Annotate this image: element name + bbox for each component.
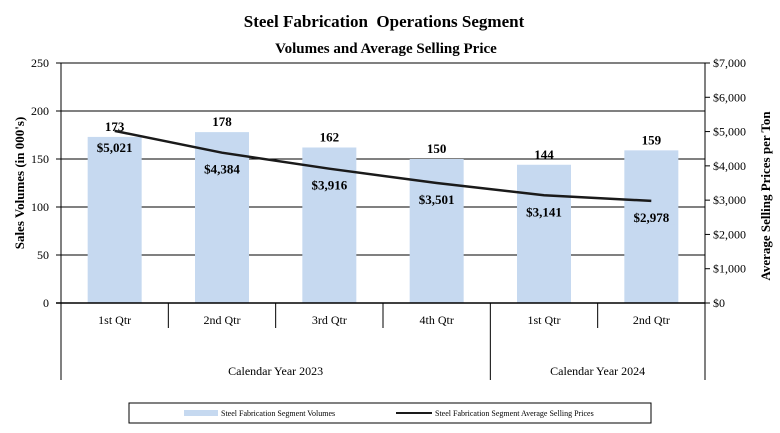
right-axis-title: Average Selling Prices per Ton — [758, 111, 773, 281]
legend-volume-swatch — [184, 410, 218, 416]
legend-box — [128, 402, 652, 424]
volume-bars — [87, 132, 679, 303]
category-label: 4th Qtr — [419, 313, 453, 327]
category-label: 3rd Qtr — [312, 313, 347, 327]
right-tick-label: $6,000 — [713, 90, 746, 104]
group-label: Calendar Year 2024 — [550, 364, 645, 378]
left-axis-ticks: 0 50 100 150 200 250 — [31, 56, 61, 310]
right-tick-label: $0 — [713, 296, 725, 310]
price-data-label: $4,384 — [204, 162, 240, 177]
price-data-label: $2,978 — [633, 210, 669, 225]
right-tick-label: $2,000 — [713, 227, 746, 241]
left-tick-label: 150 — [31, 152, 49, 166]
chart-subtitle: Volumes and Average Selling Price — [275, 41, 497, 57]
right-tick-label: $7,000 — [713, 56, 746, 70]
volume-bar — [195, 132, 249, 303]
volume-data-label: 150 — [427, 141, 447, 156]
volume-data-label: 144 — [534, 147, 554, 162]
price-line — [114, 129, 652, 203]
price-data-label: $3,501 — [419, 192, 455, 207]
volume-bar — [624, 150, 679, 303]
plot-frame — [56, 62, 706, 304]
price-label-backing — [413, 191, 460, 207]
price-series-line — [114, 129, 652, 203]
right-tick-label: $3,000 — [713, 193, 746, 207]
volume-bar — [87, 136, 142, 303]
left-tick-label: 100 — [31, 200, 49, 214]
price-label-backing — [628, 209, 675, 225]
price-label-backing — [198, 161, 246, 177]
legend-price-label: Steel Fabrication Segment Average Sellin… — [435, 409, 594, 418]
price-data-label: $3,916 — [311, 178, 347, 193]
right-axis-ticks: $0 $1,000 $2,000 $3,000 $4,000 $5,000 $6,000 $7… — [705, 56, 746, 310]
legend-volume-label: Steel Fabrication Segment Volumes — [221, 409, 335, 418]
right-tick-label: $4,000 — [713, 159, 746, 173]
right-tick-label: $5,000 — [713, 125, 746, 139]
group-label: Calendar Year 2023 — [228, 364, 323, 378]
left-tick-label: 200 — [31, 104, 49, 118]
volume-data-label: 173 — [105, 119, 125, 134]
gridlines — [61, 110, 705, 256]
volume-data-label: 178 — [212, 114, 232, 129]
price-data-label: $5,021 — [97, 140, 133, 155]
volume-bar — [302, 147, 357, 303]
price-label-backing — [520, 204, 568, 220]
price-label-backing — [91, 139, 138, 155]
volume-data-label: 162 — [320, 129, 340, 144]
volume-bar — [517, 164, 571, 303]
volume-data-label: 159 — [642, 132, 662, 147]
left-tick-label: 250 — [31, 56, 49, 70]
chart-title: Steel Fabrication Operations Segment — [244, 12, 525, 31]
price-data-label: $3,141 — [526, 204, 562, 219]
category-label: 1st Qtr — [98, 313, 131, 327]
category-label: 1st Qtr — [528, 313, 561, 327]
left-tick-label: 0 — [43, 296, 49, 310]
category-label: 2nd Qtr — [204, 313, 241, 327]
legend: Steel Fabrication Segment Volumes Steel … — [128, 402, 652, 424]
price-label-backing — [306, 177, 353, 193]
category-axis: 1st Qtr 2nd Qtr 3rd Qtr 4th Qtr 1st Qtr 2nd Q… — [60, 303, 706, 380]
right-tick-label: $1,000 — [713, 262, 746, 276]
left-axis-title: Sales Volumes (in 000's) — [12, 117, 27, 250]
data-labels: 173 178 162 150 144 159 $5,021 $4,384 $3,916 $3,5… — [91, 114, 675, 225]
left-tick-label: 50 — [37, 248, 49, 262]
category-label: 2nd Qtr — [633, 313, 670, 327]
